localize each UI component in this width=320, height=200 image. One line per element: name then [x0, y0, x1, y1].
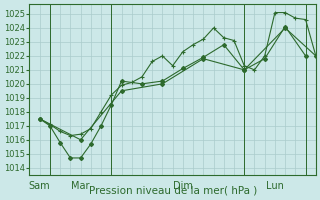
- Text: Sam: Sam: [29, 181, 51, 191]
- Text: Mar: Mar: [71, 181, 90, 191]
- Text: Lun: Lun: [266, 181, 284, 191]
- X-axis label: Pression niveau de la mer( hPa ): Pression niveau de la mer( hPa ): [89, 186, 257, 196]
- Text: Dim: Dim: [173, 181, 193, 191]
